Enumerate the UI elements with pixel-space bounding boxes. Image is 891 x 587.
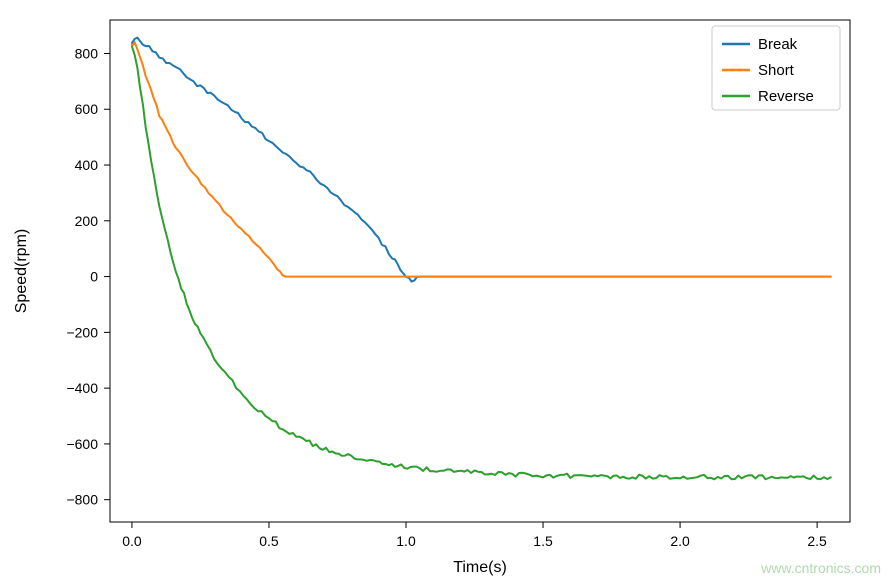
svg-text:400: 400 (75, 157, 99, 173)
legend-label-reverse: Reverse (758, 88, 814, 105)
svg-text:800: 800 (75, 45, 99, 61)
legend-label-break: Break (758, 36, 798, 53)
svg-text:600: 600 (75, 101, 99, 117)
line-chart: 0.0 0.5 1.0 1.5 2.0 2.5 Time(s) −800 −600 −400 −20… (0, 0, 891, 582)
svg-text:0.5: 0.5 (259, 533, 279, 549)
svg-text:−400: −400 (66, 380, 98, 396)
svg-text:−600: −600 (66, 436, 98, 452)
svg-text:0.0: 0.0 (122, 533, 142, 549)
svg-text:−200: −200 (66, 324, 98, 340)
svg-text:200: 200 (75, 213, 99, 229)
svg-text:1.0: 1.0 (396, 533, 416, 549)
svg-text:2.0: 2.0 (670, 533, 690, 549)
watermark-text: www.cntronics.com (761, 560, 881, 576)
legend-label-short: Short (758, 62, 795, 79)
svg-text:1.5: 1.5 (533, 533, 553, 549)
x-axis-label: Time(s) (453, 559, 507, 576)
y-axis-label: Speed(rpm) (13, 229, 30, 313)
chart-container: 0.0 0.5 1.0 1.5 2.0 2.5 Time(s) −800 −600 −400 −20… (0, 0, 891, 582)
svg-text:−800: −800 (66, 492, 98, 508)
svg-text:2.5: 2.5 (807, 533, 827, 549)
svg-text:0: 0 (90, 269, 98, 285)
